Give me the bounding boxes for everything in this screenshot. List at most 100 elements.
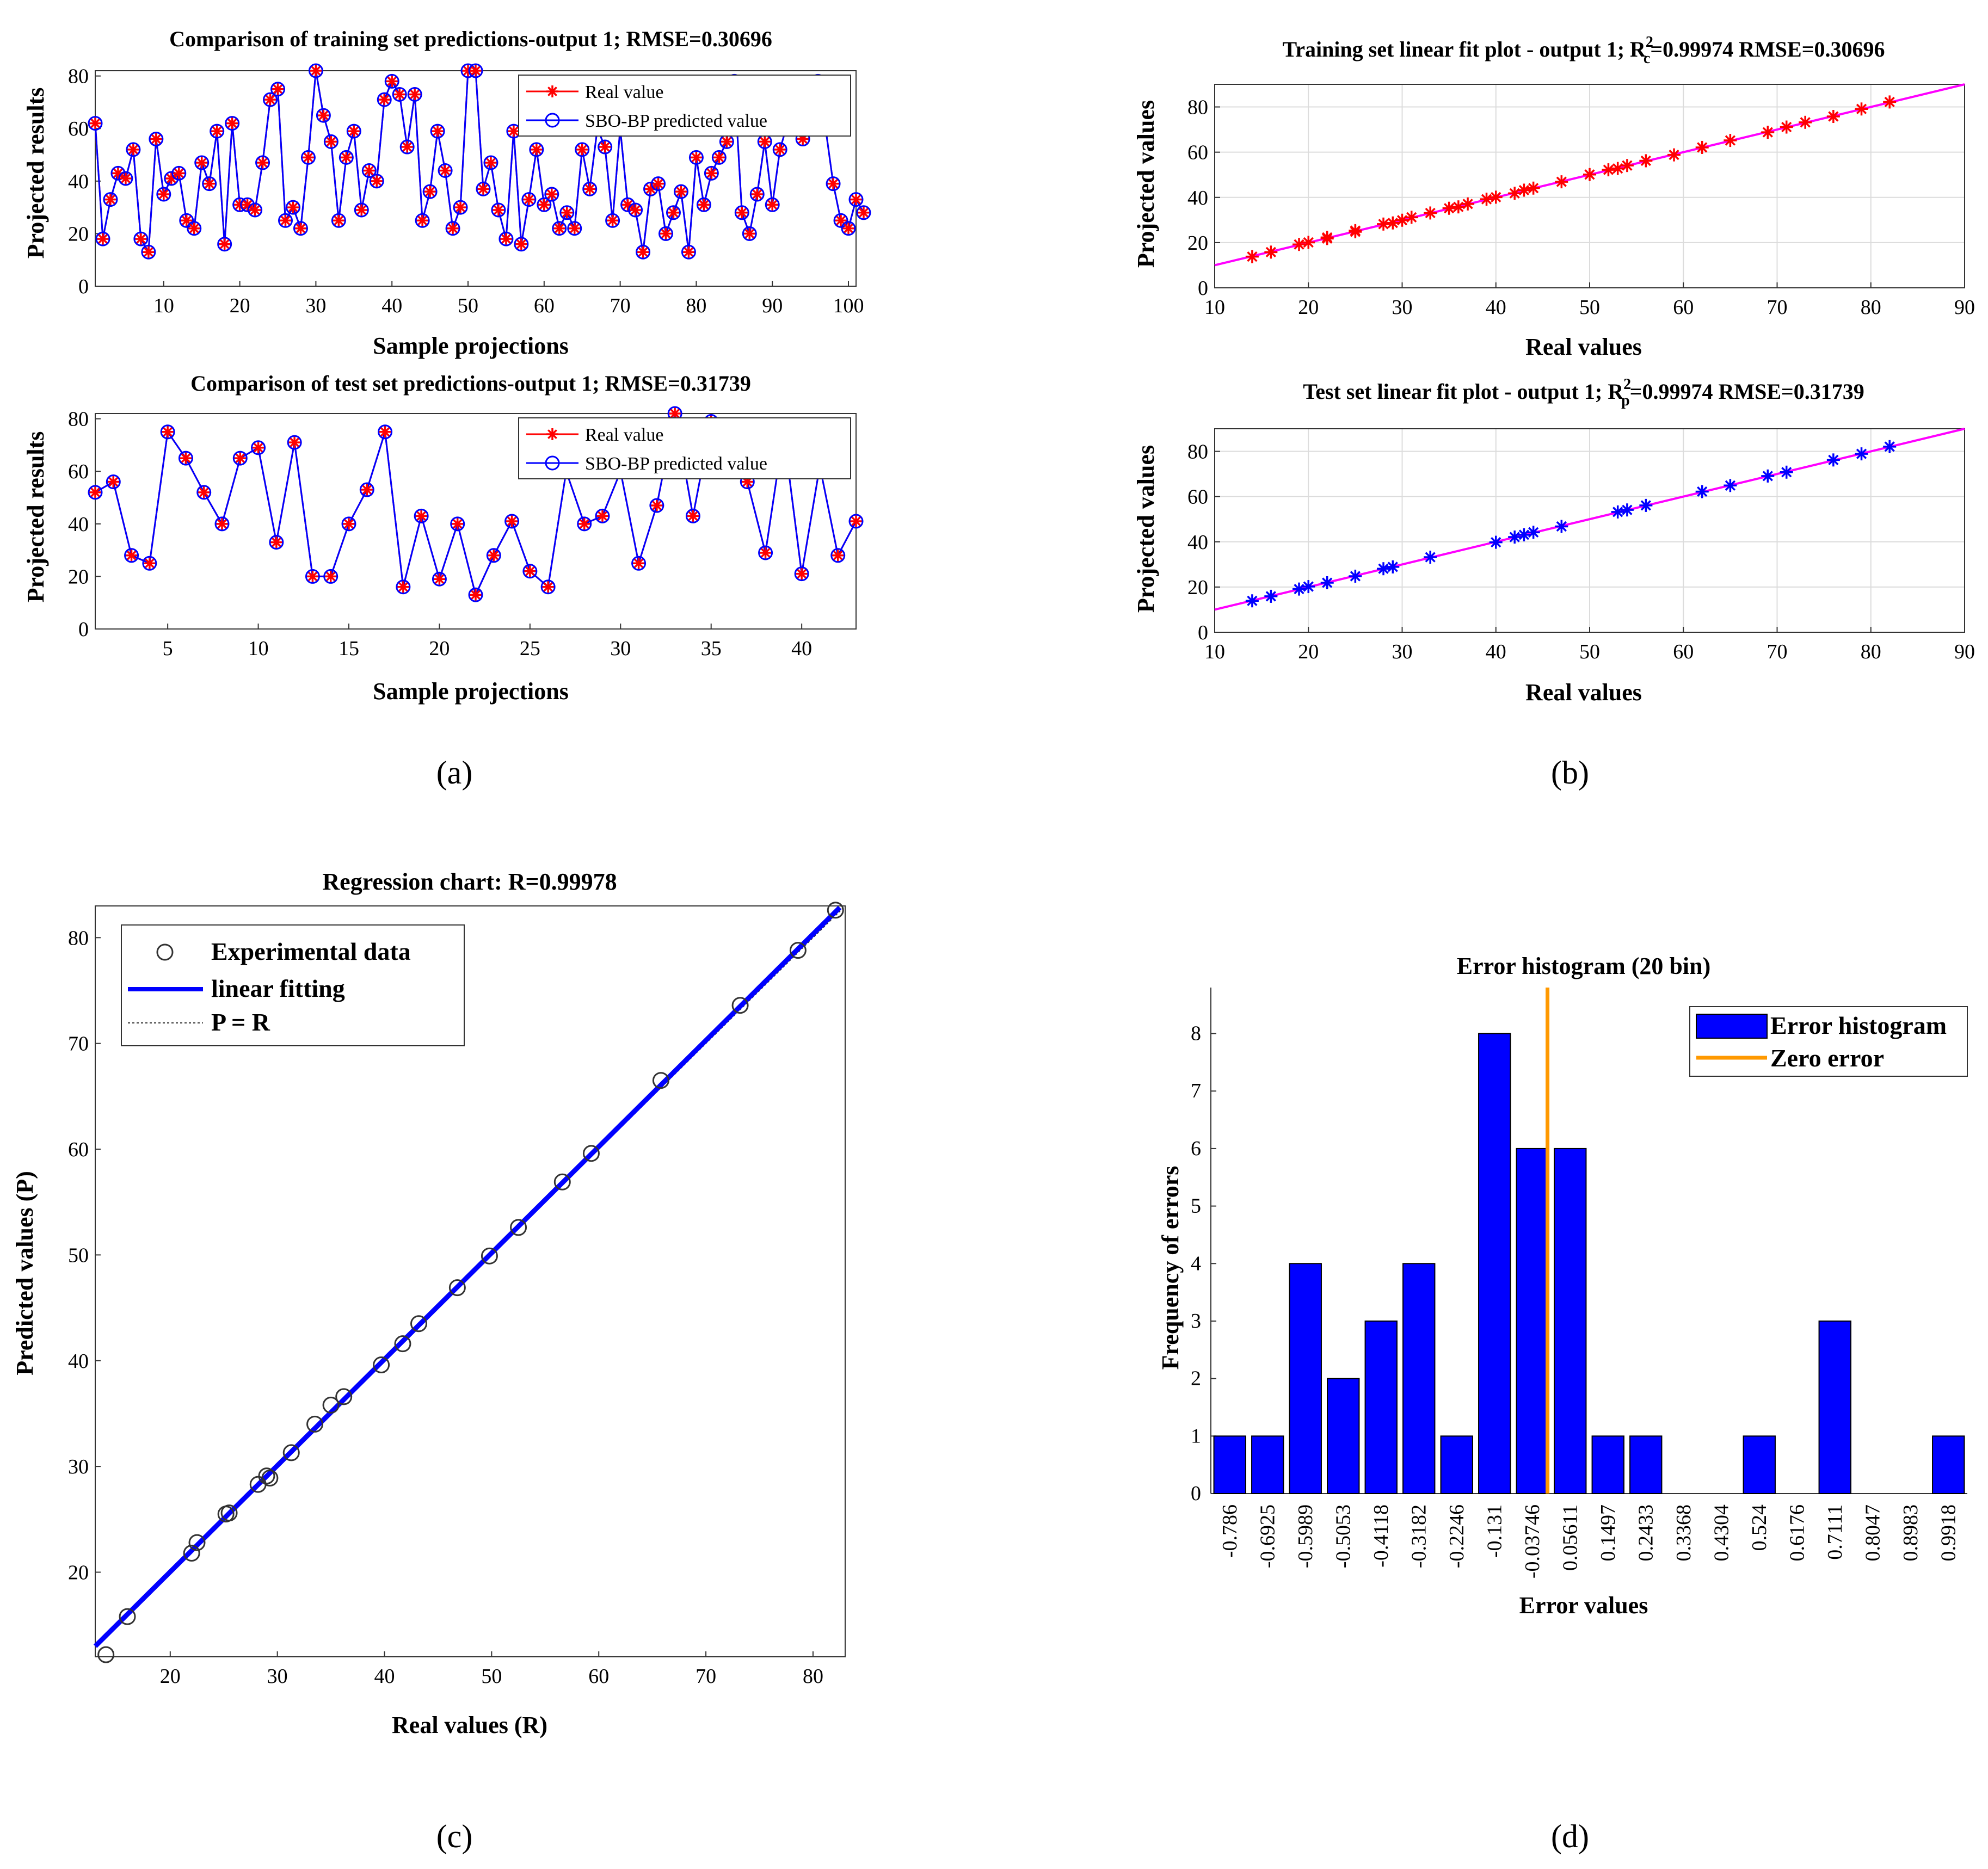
chart-a1-real-point-55	[507, 125, 520, 138]
chart-c-ytick-label-6: 80	[68, 927, 89, 949]
chart-a1-pred-point-24	[270, 82, 286, 97]
chart-a1-real-point-60	[545, 188, 558, 200]
chart-a1-real-point-53	[492, 203, 504, 216]
chart-d-xtick-label-14: 0.524	[1748, 1504, 1771, 1551]
chart-b1-title-sub: c	[1644, 50, 1650, 67]
chart-b1-point-17	[1489, 190, 1503, 204]
chart-b2-point-9	[1489, 535, 1503, 549]
chart-a1-real-point-57	[522, 193, 535, 206]
chart-a1-real-point-18	[226, 117, 238, 129]
chart-a1-real-point-8	[150, 133, 162, 145]
chart-a2-pred-point-8	[232, 451, 248, 466]
chart-a1-pred-point-42	[407, 87, 422, 102]
chart-b2-point-22	[1855, 447, 1868, 461]
chart-a2-pred-point-17	[396, 579, 411, 595]
chart-b1-point-21	[1555, 175, 1568, 189]
chart-b2-point-5	[1349, 569, 1362, 583]
chart-b2-ylabel: Projected values	[1133, 445, 1159, 613]
chart-a2-pred-point-9	[251, 440, 266, 455]
chart-b1-point-13	[1442, 201, 1456, 215]
chart-d-bar-3	[1327, 1378, 1360, 1495]
chart-c-legend-exp-label: Experimental data	[211, 937, 411, 965]
chart-b1-xtick-label-5: 60	[1673, 296, 1694, 319]
chart-d-xtick-label-1: -0.6925	[1256, 1504, 1279, 1568]
chart-a1-real-point-97	[827, 177, 840, 190]
chart-a1-pred-point-100	[848, 192, 864, 207]
chart-a2-xtick-label-0: 5	[163, 637, 173, 660]
chart-a2-pred-point-20	[450, 516, 465, 532]
chart-b2-point-0	[1245, 594, 1259, 608]
chart-b2-xtick-label-2: 30	[1392, 640, 1413, 663]
chart-a2-legend-pred-marker	[545, 455, 560, 471]
chart-c-xtick-label-6: 80	[803, 1665, 823, 1688]
chart-a1-real-point-45	[432, 125, 444, 138]
chart-a2-title: Comparison of test set predictions-outpu…	[190, 371, 751, 396]
chart-a1-pred-point-71	[628, 202, 643, 218]
chart-b2-point-7	[1386, 560, 1400, 573]
chart-d-xtick-label-4: -0.4118	[1370, 1504, 1393, 1568]
chart-b2-xtick-label-4: 50	[1579, 640, 1600, 663]
chart-b2-point-6	[1377, 562, 1390, 576]
chart-b2-point-20	[1780, 465, 1793, 479]
caption-a: (a)	[436, 755, 473, 791]
chart-a2-real-point-1	[107, 476, 120, 488]
chart-a1-pred-point-18	[225, 116, 240, 131]
chart-a2-pred-point-27	[577, 516, 592, 532]
chart-c-point-7	[258, 1467, 275, 1485]
chart-d-ytick-label-4: 4	[1191, 1252, 1201, 1275]
chart-a2-real-point-7	[216, 517, 228, 530]
chart-a2-pred-point-14	[341, 516, 356, 532]
chart-a1-real-point-58	[530, 143, 543, 156]
chart-a2-real-point-11	[288, 436, 301, 449]
chart-a2-real-point-32	[669, 408, 681, 420]
chart-b1-point-11	[1405, 211, 1418, 224]
chart-b1-point-9	[1386, 216, 1400, 230]
chart-c-ytick-label-1: 30	[68, 1455, 89, 1478]
chart-b2-point-10	[1508, 531, 1522, 544]
chart-a1-real-point-78	[682, 246, 695, 258]
chart-a1-pred-point-46	[438, 163, 453, 178]
chart-d-xtick-label-0: -0.786	[1218, 1504, 1241, 1558]
chart-a1-real-point-48	[454, 201, 467, 214]
chart-a2-ylabel: Projected results	[22, 431, 49, 603]
chart-a2-xtick-label-5: 30	[610, 637, 631, 660]
chart-a2-ytick-label-4: 80	[68, 408, 89, 431]
chart-c-point-11	[322, 1396, 340, 1414]
panel-a-test-chart: Comparison of test set predictions-outpu…	[22, 371, 864, 705]
chart-c-fit-line	[93, 905, 842, 1648]
chart-a1-pred-point-33	[338, 150, 354, 165]
chart-a2-pred-point-23	[504, 514, 520, 529]
chart-a1-real-point-38	[378, 94, 391, 106]
chart-b2-point-23	[1883, 440, 1897, 453]
chart-a1-real-point-71	[629, 203, 642, 216]
chart-a1-real-point-61	[553, 222, 565, 235]
chart-a1-real-point-9	[157, 188, 170, 200]
chart-c-xtick-label-3: 50	[481, 1665, 502, 1688]
chart-b1-point-34	[1855, 102, 1868, 116]
chart-a1-real-point-0	[89, 117, 101, 129]
chart-a1-real-point-63	[568, 222, 581, 235]
chart-c-point-5	[220, 1504, 238, 1522]
chart-a2-pred-point-31	[649, 498, 664, 513]
chart-a1-real-point-40	[393, 88, 406, 101]
chart-c-xtick-label-1: 30	[267, 1665, 288, 1688]
chart-a2-ytick-label-2: 40	[68, 513, 89, 536]
chart-a1-real-point-64	[576, 143, 588, 156]
chart-b1-ylabel: Projected values	[1133, 100, 1159, 268]
chart-a1-xtick-label-6: 70	[610, 294, 631, 317]
chart-a1-real-point-21	[249, 203, 261, 216]
chart-b2-point-19	[1761, 469, 1775, 483]
chart-a1-pred-point-22	[255, 155, 270, 170]
chart-a1-pred-point-64	[575, 142, 590, 157]
chart-a1-pred-point-73	[643, 181, 658, 196]
chart-a1-pred-point-76	[666, 205, 681, 220]
chart-a1-pred-point-23	[263, 92, 278, 107]
chart-d-bar-7	[1478, 1033, 1511, 1494]
chart-b1-point-7	[1349, 224, 1362, 237]
chart-b1-title-main: Training set linear fit plot - output 1;…	[1282, 37, 1646, 61]
chart-a1-real-point-10	[165, 172, 177, 184]
chart-d-ytick-label-8: 8	[1191, 1022, 1201, 1045]
chart-a2-real-point-27	[578, 517, 590, 530]
chart-a1-real-point-68	[606, 214, 619, 227]
chart-a1-real-point-100	[850, 193, 862, 206]
